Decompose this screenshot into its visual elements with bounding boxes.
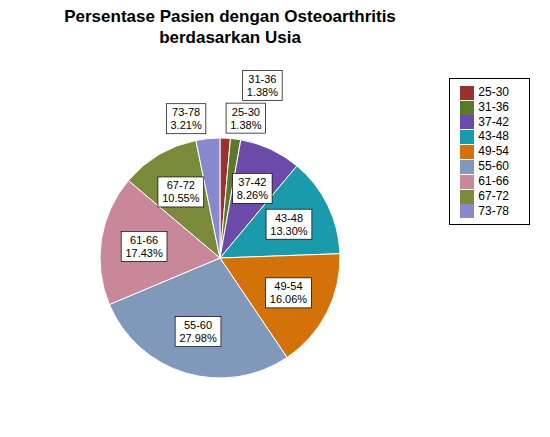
html-text:73-78: 73-78 xyxy=(478,203,509,218)
svg-text:55-60: 55-60 xyxy=(184,319,212,331)
svg-text:1.38%: 1.38% xyxy=(230,119,261,131)
svg-text:10.55%: 10.55% xyxy=(162,192,200,204)
svg-text:67-72: 67-72 xyxy=(167,179,195,191)
svg-text:73-78: 73-78 xyxy=(172,106,200,118)
html-text:49-54: 49-54 xyxy=(478,144,509,159)
html-text:67-72: 67-72 xyxy=(478,188,509,203)
svg-text:16.06%: 16.06% xyxy=(270,293,308,305)
html-text:Persentase Pasien dengan Osteo: Persentase Pasien dengan Osteoarthritis … xyxy=(64,7,396,47)
svg-text:1.38%: 1.38% xyxy=(247,86,278,98)
svg-text:37-42: 37-42 xyxy=(238,176,266,188)
html-text:43-48: 43-48 xyxy=(478,129,509,144)
svg-text:31-36: 31-36 xyxy=(248,73,276,85)
html-text:55-60: 55-60 xyxy=(478,159,509,174)
svg-text:49-54: 49-54 xyxy=(274,280,302,292)
svg-text:25-30: 25-30 xyxy=(232,106,260,118)
html-text:25-30: 25-30 xyxy=(478,85,509,99)
html-text:37-42: 37-42 xyxy=(478,114,509,129)
svg-text:3.21%: 3.21% xyxy=(170,119,201,131)
svg-text:17.43%: 17.43% xyxy=(125,247,163,259)
svg-text:43-48: 43-48 xyxy=(275,212,303,224)
svg-text:8.26%: 8.26% xyxy=(237,189,268,201)
svg-text:61-66: 61-66 xyxy=(130,234,158,246)
html-text:61-66: 61-66 xyxy=(478,174,509,188)
html-text:31-36: 31-36 xyxy=(478,99,509,114)
svg-text:27.98%: 27.98% xyxy=(179,332,217,344)
svg-text:13.30%: 13.30% xyxy=(270,225,308,237)
